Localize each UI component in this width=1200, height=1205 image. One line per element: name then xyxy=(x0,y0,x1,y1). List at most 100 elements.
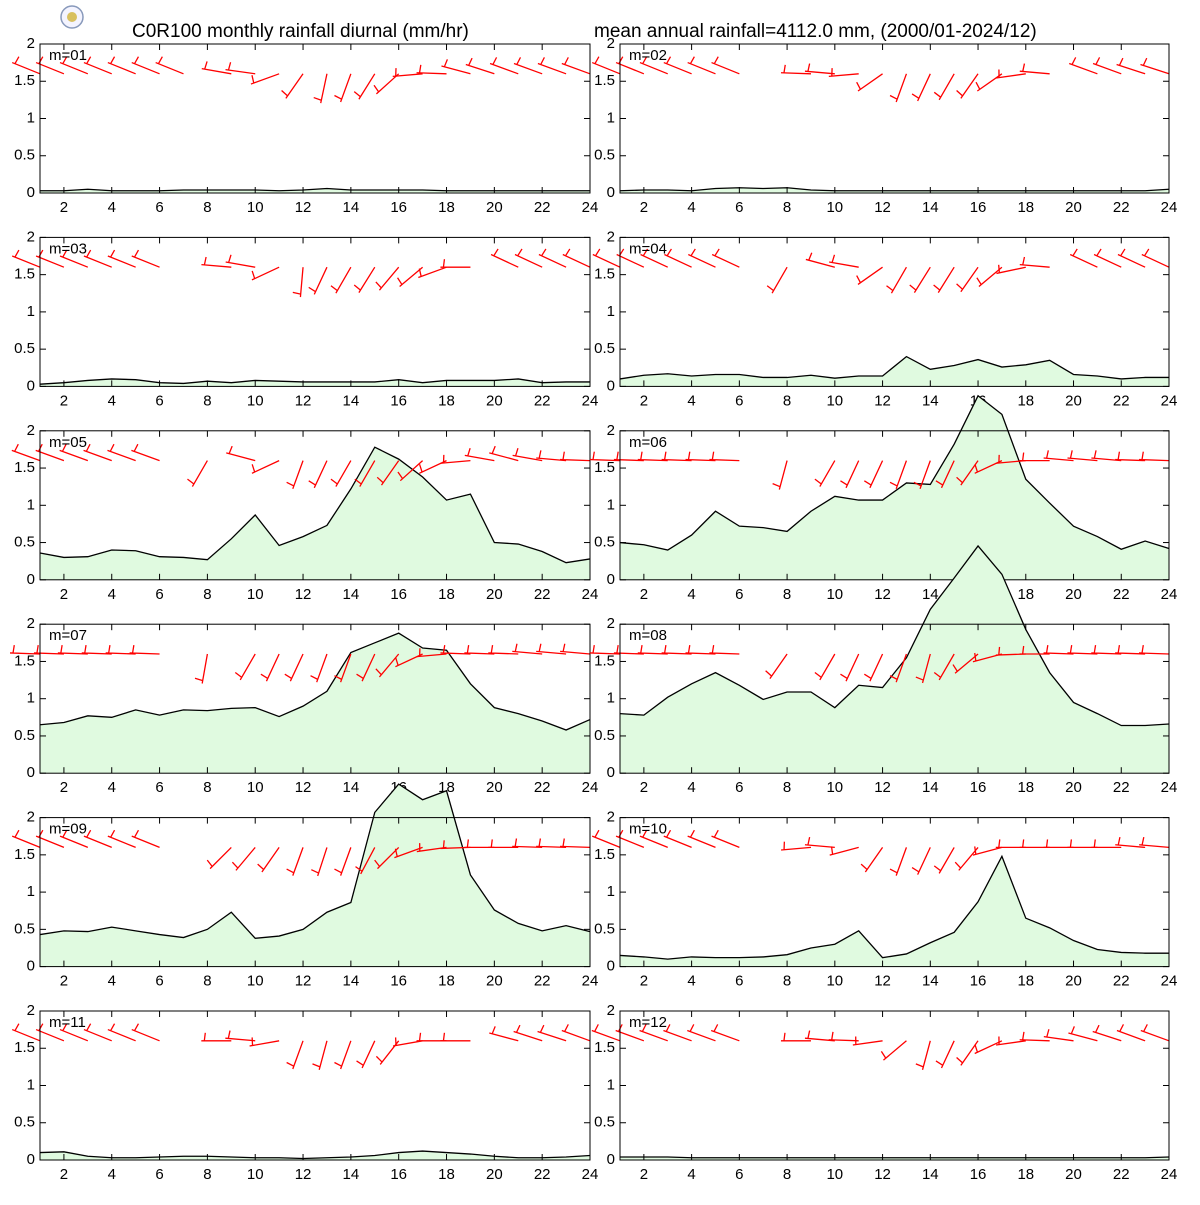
wind-barb xyxy=(330,460,352,487)
wind-barb xyxy=(441,59,471,75)
wind-barb xyxy=(639,56,668,75)
wind-barb xyxy=(308,460,328,489)
wind-barb xyxy=(804,63,835,75)
x-tick-label: 12 xyxy=(295,1166,312,1183)
wind-barb xyxy=(829,254,859,268)
rain-line xyxy=(619,394,1170,551)
x-tick-label: 8 xyxy=(783,586,791,603)
wind-barb xyxy=(933,847,955,874)
x-tick-label: 8 xyxy=(203,586,211,603)
wind-barb xyxy=(257,847,280,873)
panel-label: m=03 xyxy=(49,240,87,257)
wind-barb xyxy=(1067,644,1098,655)
wind-barb xyxy=(562,248,591,268)
wind-barb xyxy=(860,847,884,873)
y-tick-label: 0.5 xyxy=(594,340,615,357)
y-tick-label: 0 xyxy=(27,184,35,201)
x-tick-label: 16 xyxy=(970,199,987,216)
x-tick-label: 14 xyxy=(922,199,939,216)
x-tick-label: 12 xyxy=(295,973,312,990)
wind-barb xyxy=(83,56,112,75)
wind-barb xyxy=(1116,57,1146,75)
wind-barb xyxy=(440,454,471,464)
wind-barb xyxy=(1091,839,1122,849)
panel-label: m=01 xyxy=(49,47,87,64)
x-tick-label: 24 xyxy=(582,586,599,603)
wind-barb xyxy=(685,644,716,655)
wind-barb xyxy=(284,653,304,682)
x-tick-label: 22 xyxy=(534,973,551,990)
wind-barb xyxy=(639,829,668,849)
x-tick-label: 10 xyxy=(247,392,264,409)
y-tick-label: 0 xyxy=(607,184,615,201)
wind-barb xyxy=(561,1024,591,1042)
x-tick-label: 24 xyxy=(582,1166,599,1183)
wind-barb xyxy=(416,648,447,658)
wind-barb xyxy=(392,1037,423,1047)
wind-barb xyxy=(852,1036,883,1046)
wind-barb xyxy=(537,1024,567,1042)
x-tick-label: 12 xyxy=(874,1166,891,1183)
y-tick-label: 0 xyxy=(27,764,35,781)
wind-barb xyxy=(661,644,692,655)
wind-barb xyxy=(313,73,328,104)
x-tick-label: 20 xyxy=(1065,1166,1082,1183)
x-tick-label: 10 xyxy=(247,586,264,603)
plot-frame xyxy=(39,43,591,194)
wind-barb xyxy=(373,73,400,95)
wind-barb xyxy=(416,1032,447,1042)
x-tick-label: 24 xyxy=(582,779,599,796)
wind-barb xyxy=(1138,451,1170,462)
wind-barb xyxy=(589,451,621,462)
wind-barb xyxy=(829,846,859,856)
wind-barb xyxy=(1117,248,1146,268)
x-tick-label: 12 xyxy=(295,779,312,796)
wind-barb xyxy=(805,252,835,268)
wind-barb xyxy=(685,451,716,462)
wind-barb xyxy=(194,653,209,684)
wind-barb xyxy=(972,846,1003,856)
y-tick-label: 0.5 xyxy=(594,147,615,164)
wind-barb xyxy=(11,443,41,462)
wind-barb xyxy=(187,460,208,487)
x-tick-label: 16 xyxy=(390,586,407,603)
plot-frame xyxy=(39,236,591,387)
wind-barb xyxy=(81,644,112,655)
wind-barb xyxy=(312,1040,328,1070)
y-tick-label: 1 xyxy=(27,496,35,513)
plot-frame xyxy=(619,236,1170,387)
rain-area xyxy=(620,395,1169,580)
y-tick-label: 2 xyxy=(27,809,35,826)
wind-barb xyxy=(59,249,89,268)
y-tick-label: 0 xyxy=(27,377,35,394)
wind-barb xyxy=(780,64,811,75)
x-tick-label: 22 xyxy=(1113,586,1130,603)
x-tick-label: 22 xyxy=(534,392,551,409)
x-tick-label: 2 xyxy=(60,973,68,990)
y-tick-label: 1.5 xyxy=(14,652,35,669)
wind-barb xyxy=(886,266,907,294)
x-tick-label: 10 xyxy=(247,779,264,796)
y-tick-label: 1 xyxy=(607,109,615,126)
x-tick-label: 20 xyxy=(486,392,503,409)
wind-barb xyxy=(201,1032,232,1042)
y-tick-label: 0 xyxy=(27,571,35,588)
wind-barb xyxy=(464,644,495,655)
wind-barb xyxy=(464,839,495,849)
x-tick-label: 8 xyxy=(203,779,211,796)
rain-line xyxy=(40,187,590,192)
wind-barb xyxy=(1091,644,1122,655)
wind-barb xyxy=(513,1024,543,1042)
x-tick-label: 10 xyxy=(826,779,843,796)
wind-barb xyxy=(804,837,835,849)
wind-barb xyxy=(814,460,836,487)
wind-barb xyxy=(995,1036,1026,1046)
rain-line xyxy=(39,446,591,564)
y-tick-label: 1 xyxy=(27,690,35,707)
wind-barb xyxy=(1115,837,1146,849)
wind-barb xyxy=(589,644,621,655)
wind-barb xyxy=(59,56,89,75)
x-tick-label: 6 xyxy=(155,1166,163,1183)
y-tick-label: 1.5 xyxy=(14,72,35,89)
